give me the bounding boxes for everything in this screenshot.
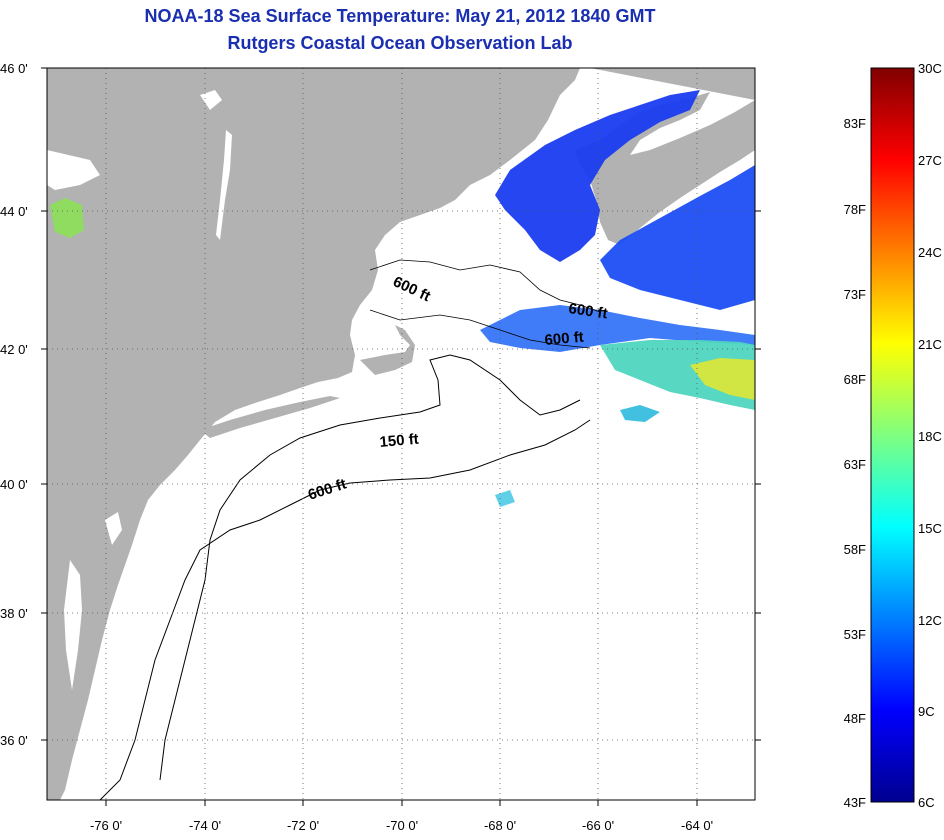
colorbar-f-label: 58F — [844, 542, 866, 557]
map-border — [46, 67, 756, 801]
lat-label: 42 0' — [0, 342, 28, 357]
colorbar-c-label: 18C — [918, 429, 942, 444]
lat-label: 46 0' — [0, 61, 28, 76]
sst-patch-small-south — [620, 405, 660, 422]
colorbar-f-label: 63F — [844, 457, 866, 472]
colorbar-f-label: 78F — [844, 202, 866, 217]
colorbar-f-label: 73F — [844, 287, 866, 302]
sst-patch-warm-slope — [600, 340, 755, 410]
sst-patch-lake — [50, 198, 84, 238]
colorbar-c-label: 15C — [918, 521, 942, 536]
colorbar-c-label: 21C — [918, 337, 942, 352]
colorbar-f-label: 48F — [844, 711, 866, 726]
colorbar-c-label: 27C — [918, 153, 942, 168]
lon-label: -72 0' — [287, 818, 319, 833]
lake-champlain — [216, 130, 232, 240]
land-nova-scotia — [575, 68, 755, 245]
contour-label-600-ne: 600 ft — [567, 300, 608, 322]
colorbar — [870, 67, 915, 803]
sst-patch-warmest — [690, 358, 755, 400]
contour-150ft — [159, 354, 581, 781]
contour-600ft-gom — [369, 259, 601, 349]
lon-label: -66 0' — [582, 818, 614, 833]
grid — [47, 68, 755, 800]
colorbar-c-label: 30C — [918, 61, 942, 76]
colorbar-c-label: 9C — [918, 704, 935, 719]
lake-ontario-part — [47, 150, 100, 190]
contour-label-600-georges: 600 ft — [544, 329, 585, 349]
sst-patch-scotian-shelf — [600, 165, 755, 310]
land-mass — [47, 68, 580, 800]
contour-label-150: 150 ft — [379, 431, 420, 451]
lat-label: 40 0' — [0, 477, 28, 492]
land-long-island — [200, 396, 340, 438]
lake-small — [200, 90, 222, 110]
lat-label: 36 0' — [0, 733, 28, 748]
lon-label: -70 0' — [386, 818, 418, 833]
lon-label: -64 0' — [681, 818, 713, 833]
lon-label: -74 0' — [189, 818, 221, 833]
colorbar-f-label: 43F — [844, 795, 866, 810]
colorbar-f-label: 68F — [844, 372, 866, 387]
land-cape-cod — [360, 325, 415, 375]
colorbar-c-label: 6C — [918, 795, 935, 810]
colorbar-c-label: 12C — [918, 613, 942, 628]
lat-label: 38 0' — [0, 606, 28, 621]
lon-label: -76 0' — [90, 818, 122, 833]
map-title: NOAA-18 Sea Surface Temperature: May 21,… — [144, 6, 656, 26]
chesapeake-bay — [64, 560, 82, 690]
ticks — [41, 67, 761, 806]
sst-patch-gulf-of-maine — [495, 90, 700, 262]
delaware-bay — [105, 512, 122, 545]
colorbar-f-label: 53F — [844, 627, 866, 642]
colorbar-c-label: 24C — [918, 245, 942, 260]
lat-label: 44 0' — [0, 204, 28, 219]
contour-600ft — [99, 419, 591, 801]
map-subtitle: Rutgers Coastal Ocean Observation Lab — [227, 33, 573, 53]
colorbar-f-label: 83F — [844, 116, 866, 131]
sst-patch-tiny — [495, 490, 515, 507]
lon-label: -68 0' — [484, 818, 516, 833]
